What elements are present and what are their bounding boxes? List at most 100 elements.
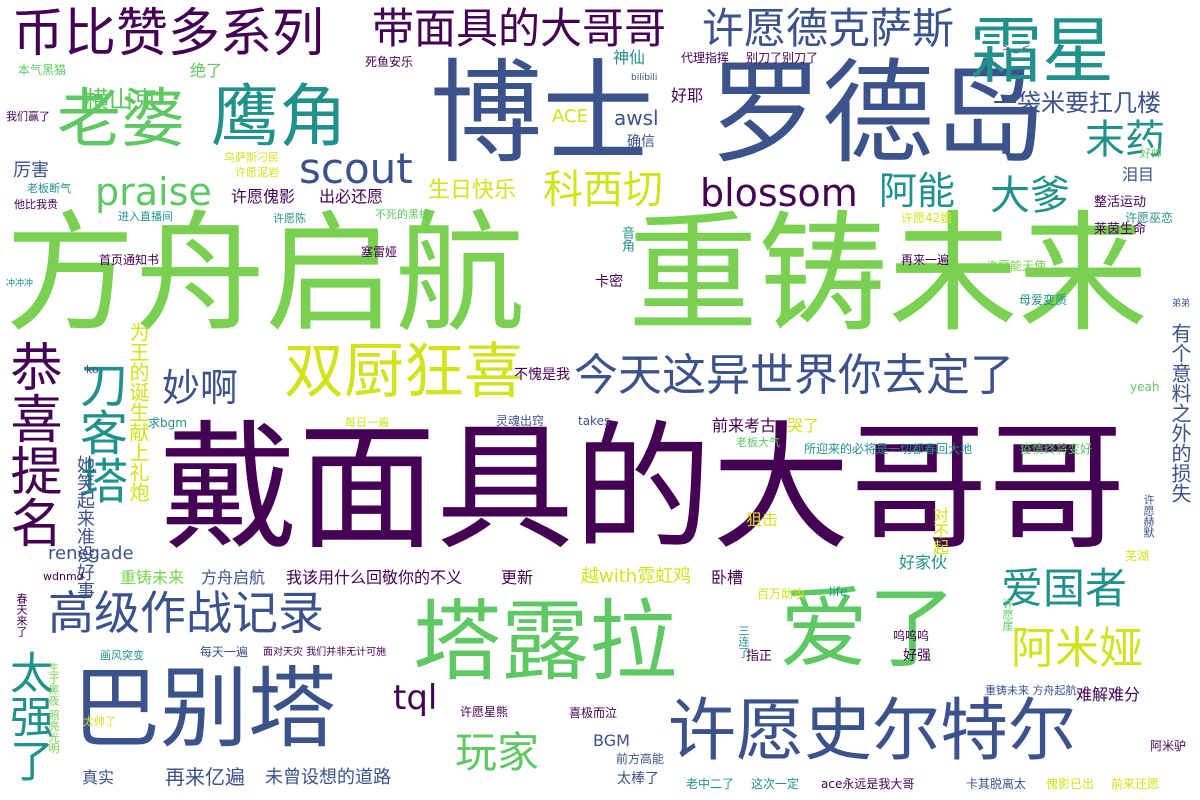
cloud-word: praise	[95, 170, 212, 214]
cloud-word: 每天一遍	[200, 645, 249, 659]
cloud-word: 音角	[619, 226, 634, 252]
cloud-word: 进入直播间	[118, 210, 173, 223]
cloud-word: 爱了	[780, 577, 957, 680]
cloud-word: 许愿傀影	[231, 187, 296, 206]
cloud-word: 方舟启航	[5, 198, 526, 350]
cloud-word: 太强了	[2, 650, 53, 782]
cloud-word: 阿米驴	[1150, 739, 1187, 753]
cloud-word: 画风突变	[100, 649, 144, 662]
cloud-word: 太帅了	[83, 715, 116, 728]
cloud-word: 阿能	[879, 169, 956, 213]
cloud-word: 面对天灾 我们并非无计可施	[263, 647, 387, 658]
cloud-word: 代理指挥	[681, 51, 730, 65]
cloud-word: 罗德岛	[710, 49, 1046, 179]
cloud-word: 许愿泥岩	[235, 166, 279, 179]
cloud-word: ko	[86, 363, 99, 376]
cloud-word: 好强	[903, 648, 931, 664]
cloud-word: 对不起	[930, 507, 949, 555]
cloud-word: 太棒了	[617, 771, 659, 787]
cloud-word: 玩家	[455, 728, 540, 777]
cloud-word: 越with霓虹鸡	[581, 566, 692, 587]
cloud-word: 霜星	[970, 9, 1115, 93]
cloud-word: 博士	[430, 49, 654, 179]
cloud-word: 卡密	[595, 274, 623, 290]
cloud-word: 重铸未来	[628, 198, 1149, 350]
cloud-word: 整活运动	[1094, 195, 1147, 210]
cloud-word: takes	[578, 414, 611, 428]
cloud-word: 一袋米要扛几楼	[993, 89, 1161, 117]
cloud-word: 恭喜提名	[1, 340, 61, 548]
cloud-word: 好耶	[671, 86, 704, 105]
cloud-word: 呜呜呜	[893, 629, 930, 643]
cloud-word: 生日快乐	[428, 178, 517, 203]
cloud-word: 有个意料之外的损失	[1168, 323, 1192, 503]
cloud-word: 前来还愿	[1111, 777, 1160, 791]
cloud-word: 未曾设想的道路	[265, 767, 391, 788]
cloud-word: 确信	[627, 134, 655, 150]
cloud-word: 狙击	[746, 510, 779, 529]
cloud-word: 三连了	[737, 625, 750, 658]
cloud-word: 鹰角	[211, 78, 348, 157]
cloud-word: 好帅	[1140, 147, 1162, 160]
cloud-word: 喜极而泣	[569, 706, 618, 720]
cloud-word: 塔露拉	[413, 590, 678, 693]
cloud-word: 老板断气	[27, 182, 71, 195]
cloud-word: 厉害	[13, 160, 49, 181]
cloud-word: 许愿42姐	[901, 211, 953, 225]
cloud-word: 前来考古	[712, 416, 777, 435]
cloud-word: 本气黑猫	[18, 63, 67, 77]
cloud-word: 前方高能	[616, 752, 665, 766]
cloud-word: 许愿赫默	[1142, 494, 1155, 538]
cloud-word: 方舟启航	[201, 568, 266, 587]
cloud-word: 再来一遍	[901, 253, 950, 267]
cloud-word: 老板大气	[736, 436, 780, 449]
cloud-word: 每日一遍	[345, 416, 389, 429]
cloud-word: 别刀了别刀了	[746, 51, 819, 65]
cloud-word: 科西切	[543, 167, 663, 213]
cloud-word: 弟弟	[1172, 299, 1191, 309]
cloud-word: 许愿巫恋	[1125, 211, 1174, 225]
cloud-word: 老中二了	[686, 777, 735, 791]
cloud-word: 戴面具的大哥哥	[160, 408, 1127, 569]
cloud-word: 不死的黑蛇	[375, 208, 430, 221]
cloud-word: 不愧是我	[514, 367, 570, 383]
cloud-word: 许愿能天使	[986, 259, 1047, 273]
cloud-word: tql	[393, 678, 438, 718]
cloud-word: 老婆	[57, 83, 185, 157]
cloud-word: 难解难分	[1076, 685, 1141, 704]
cloud-word: 妙啊	[162, 366, 239, 410]
cloud-word: 神仙	[613, 48, 646, 67]
cloud-word: 刀客塔	[71, 360, 127, 504]
cloud-word: 今天这异世界你去定了	[574, 350, 1014, 401]
cloud-word: 许愿崖	[1001, 598, 1014, 631]
cloud-word: 真实	[82, 768, 115, 787]
cloud-word: 横山克	[85, 86, 157, 114]
cloud-word: 阿米娅	[1011, 623, 1143, 674]
cloud-word: 双厨狂喜	[284, 337, 524, 407]
cloud-word: 求bgm	[148, 416, 187, 430]
cloud-word: 泪目	[1122, 165, 1155, 184]
cloud-word: 出必还愿	[319, 187, 384, 206]
cloud-word: 许愿史尔特尔	[668, 692, 1077, 771]
cloud-word: ACE	[552, 106, 588, 127]
cloud-word: BGM	[593, 731, 630, 750]
cloud-word: renegade	[48, 543, 134, 564]
cloud-word: 卧槽	[711, 568, 744, 587]
cloud-word: > _ <	[1002, 43, 1031, 54]
cloud-word: awsl	[614, 106, 659, 130]
cloud-word: 母爱变质	[1019, 293, 1068, 307]
cloud-word: 好家伙	[899, 553, 948, 572]
cloud-word: yeah	[1130, 380, 1160, 394]
cloud-word: 我该用什么回敬你的不义	[286, 568, 463, 587]
cloud-word: life	[829, 585, 848, 599]
cloud-word: 更新	[501, 568, 534, 587]
cloud-word: 许愿德克萨斯	[702, 4, 955, 53]
cloud-word: 高级作战记录	[48, 586, 324, 640]
cloud-word: 疫情终将变好	[1020, 442, 1093, 456]
cloud-word: 冲冲冲	[6, 279, 34, 289]
cloud-word: 我们赢了	[6, 110, 50, 123]
cloud-word: 为王的诞生献上礼炮	[126, 322, 150, 502]
cloud-word: 巴别塔	[72, 657, 337, 760]
cloud-word: 重铸未来	[120, 568, 185, 587]
